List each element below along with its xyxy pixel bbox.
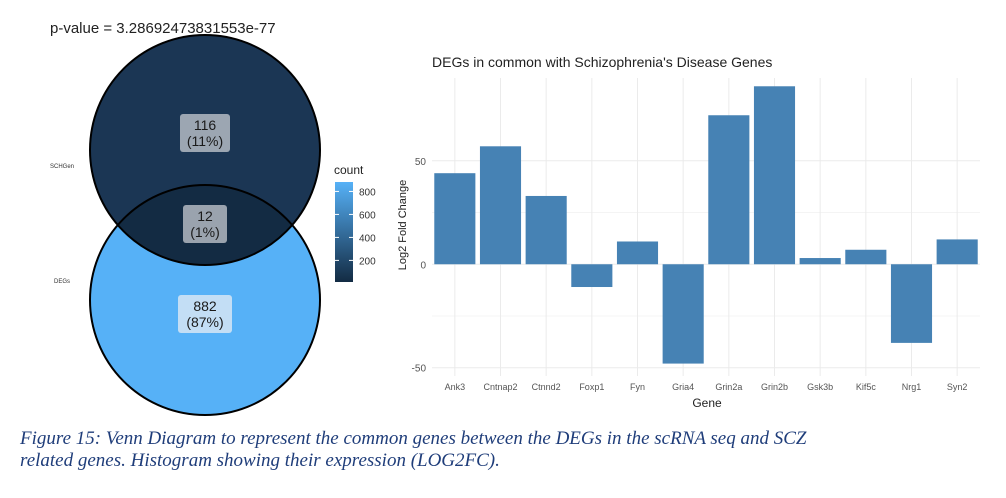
chart-y-ticks: 50 0 -50	[412, 157, 427, 375]
venn-pct-schgen: (11%)	[187, 133, 223, 149]
chart-x-ticks: Ank3 Cntnap2 Ctnnd2 Foxp1 Fyn Gria4 Grin2a Grin…	[445, 382, 968, 392]
figure-caption: Figure 15: Venn Diagram to represent the…	[20, 428, 990, 472]
bar-gria4	[662, 264, 704, 364]
bar-syn2	[936, 239, 978, 265]
venn-label-box-intersection	[183, 205, 227, 243]
legend-tick-label: 600	[359, 210, 376, 221]
caption-line-1: Figure 15: Venn Diagram to represent the…	[20, 428, 807, 449]
legend-tick-label: 200	[359, 256, 376, 267]
venn-label-box-schgen	[180, 114, 230, 152]
venn-label-box-degs	[178, 295, 232, 333]
venn-intersection	[90, 185, 320, 265]
x-tick-label: Grin2a	[715, 382, 742, 392]
venn-count-intersection: 12	[197, 208, 213, 224]
bar-foxp1	[571, 264, 613, 288]
x-tick-label: Ctnnd2	[532, 382, 561, 392]
x-tick-label: Nrg1	[902, 382, 922, 392]
venn-set-a-label: SCHGen	[50, 164, 74, 170]
x-tick-label: Gria4	[672, 382, 694, 392]
bar-kif5c	[845, 249, 887, 265]
legend-tick-label: 800	[359, 187, 376, 198]
chart-xlabel: Gene	[692, 396, 722, 410]
venn-count-degs: 882	[193, 298, 217, 314]
legend-colorbar	[335, 182, 353, 282]
chart-title: DEGs in common with Schizophrenia's Dise…	[432, 54, 772, 70]
venn-pct-intersection: (1%)	[190, 224, 220, 240]
x-tick-label: Foxp1	[579, 382, 604, 392]
bar-grin2a	[708, 115, 750, 265]
venn-diagram: SCHGen DEGs 116 (11%) 12 (1%) 882 (87%)	[50, 34, 321, 416]
legend-ticks: 800 600 400 200	[335, 187, 376, 267]
y-tick-label: 0	[420, 260, 426, 271]
legend-tick-label: 400	[359, 233, 376, 244]
bar-gsk3b	[799, 258, 841, 265]
x-tick-label: Fyn	[630, 382, 645, 392]
x-tick-label: Ank3	[445, 382, 466, 392]
chart-bars	[434, 86, 978, 364]
count-legend: count 800 600 400 200	[334, 163, 376, 282]
venn-count-schgen: 116	[194, 117, 217, 133]
y-tick-label: 50	[415, 157, 427, 168]
x-tick-label: Syn2	[947, 382, 968, 392]
venn-pvalue-title: p-value = 3.28692473831553e-77	[50, 20, 276, 37]
bar-chart: DEGs in common with Schizophrenia's Dise…	[397, 54, 980, 410]
bar-grin2b	[753, 86, 796, 265]
x-tick-label: Grin2b	[761, 382, 788, 392]
bar-nrg1	[890, 264, 933, 343]
legend-title: count	[334, 163, 364, 177]
venn-set-b-label: DEGs	[54, 279, 70, 285]
venn-circle-outline-b	[89, 184, 321, 416]
caption-line-2: related genes. Histogram showing their e…	[20, 450, 500, 471]
bar-ank3	[434, 173, 476, 265]
x-tick-label: Kif5c	[856, 382, 877, 392]
venn-pct-degs: (87%)	[186, 314, 223, 330]
x-tick-label: Cntnap2	[483, 382, 517, 392]
y-tick-label: -50	[412, 364, 427, 375]
chart-ylabel: Log2 Fold Change	[397, 180, 409, 271]
venn-circle-outline-a	[89, 34, 321, 266]
x-tick-label: Gsk3b	[807, 382, 833, 392]
bar-fyn	[616, 241, 659, 265]
bar-ctnnd2	[525, 195, 567, 265]
bar-cntnap2	[479, 146, 522, 265]
